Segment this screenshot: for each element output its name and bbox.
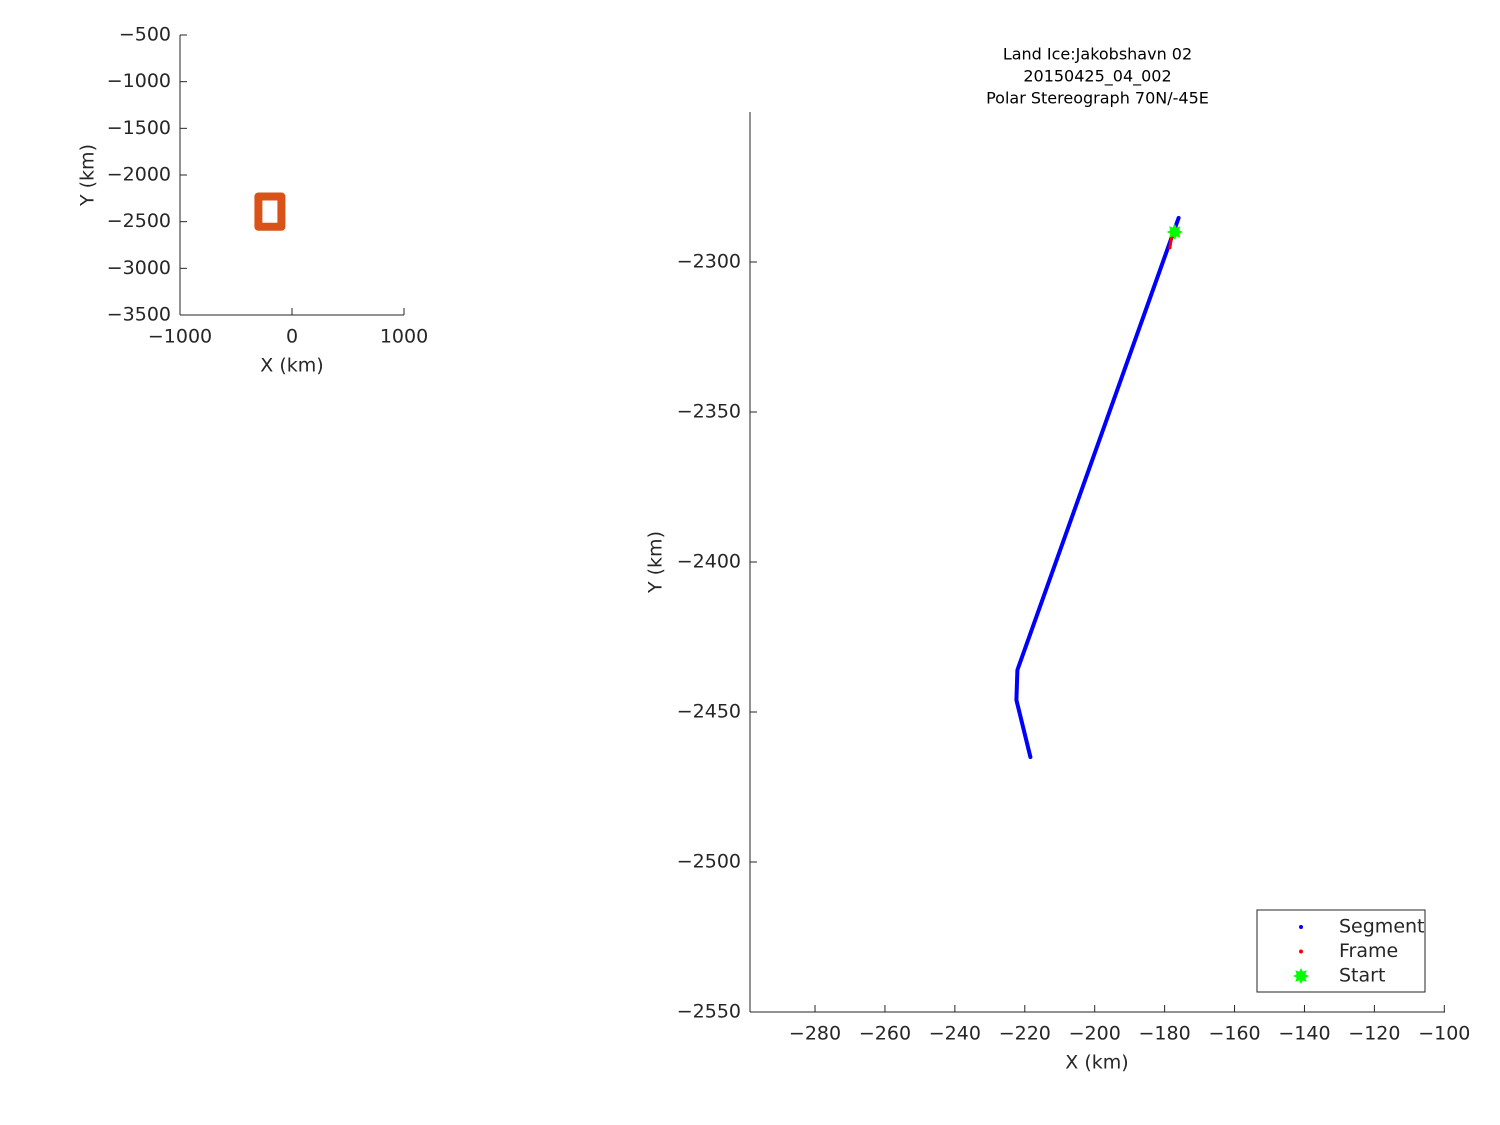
x-axis-label: X (km) <box>1065 1052 1128 1074</box>
x-tick-label: −100 <box>1418 1023 1470 1045</box>
start-marker <box>1166 224 1183 240</box>
x-tick-label: −240 <box>929 1023 981 1045</box>
y-tick-label: −500 <box>119 24 171 46</box>
y-tick-label: −1000 <box>107 70 171 92</box>
y-tick-label: −3500 <box>107 304 171 326</box>
chart-title: Polar Stereograph 70N/-45E <box>986 89 1209 108</box>
x-tick-label: 1000 <box>380 326 428 348</box>
y-tick-label: −2400 <box>677 551 741 573</box>
y-tick-label: −2450 <box>677 701 741 723</box>
x-axis-label: X (km) <box>260 355 323 377</box>
legend-marker <box>1293 968 1309 984</box>
y-tick-label: −2000 <box>107 164 171 186</box>
x-tick-label: −1000 <box>148 326 212 348</box>
x-tick-label: −220 <box>999 1023 1051 1045</box>
y-tick-label: −1500 <box>107 117 171 139</box>
x-tick-label: −280 <box>789 1023 841 1045</box>
x-tick-label: 0 <box>286 326 298 348</box>
y-tick-label: −2300 <box>677 251 741 273</box>
legend-label: Segment <box>1339 916 1425 938</box>
series-line <box>254 192 286 231</box>
legend-box <box>1256 909 1426 993</box>
y-tick-label: −2500 <box>677 851 741 873</box>
legend-label: Frame <box>1339 940 1398 962</box>
chart-title: 20150425_04_002 <box>1023 67 1171 87</box>
y-tick-label: −2550 <box>677 1001 741 1023</box>
legend-marker <box>1299 925 1303 929</box>
y-axis-label: Y (km) <box>77 144 99 207</box>
y-tick-label: −2500 <box>107 210 171 232</box>
y-tick-label: −3000 <box>107 257 171 279</box>
x-tick-label: −200 <box>1069 1023 1121 1045</box>
series-line <box>1014 215 1181 759</box>
x-tick-label: −140 <box>1278 1023 1330 1045</box>
x-tick-label: −120 <box>1348 1023 1400 1045</box>
x-tick-label: −160 <box>1208 1023 1260 1045</box>
legend-label: Start <box>1339 965 1385 987</box>
y-tick-label: −2350 <box>677 401 741 423</box>
x-tick-label: −260 <box>859 1023 911 1045</box>
chart-title: Land Ice:Jakobshavn 02 <box>1003 45 1192 64</box>
x-tick-label: −180 <box>1139 1023 1191 1045</box>
y-axis-label: Y (km) <box>645 531 667 594</box>
legend-marker <box>1299 949 1303 954</box>
